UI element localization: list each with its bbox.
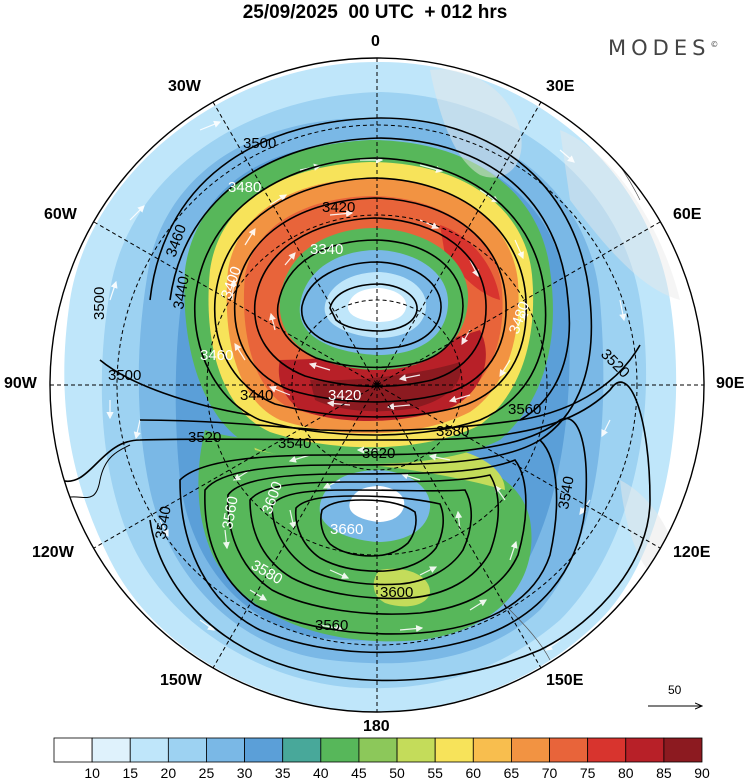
colorbar-tick-label: 20 <box>160 765 177 781</box>
wind-vectors <box>106 120 627 651</box>
lon-label-180: 180 <box>363 718 390 735</box>
colorbar-box <box>282 737 322 763</box>
lon-label-60e: 60E <box>673 206 702 223</box>
colorbar-box <box>434 737 474 763</box>
colorbar-box <box>472 737 512 763</box>
contour-label: 3420 <box>328 387 361 404</box>
contour-label: 3560 <box>315 617 348 634</box>
shade-s-inner-15 <box>349 486 405 522</box>
colorbar-tick-label: 90 <box>694 765 710 781</box>
map-title: 25/09/2025 00 UTC + 012 hrs <box>242 2 508 23</box>
contour-label: 3500 <box>91 287 108 320</box>
contour-label: 3500 <box>108 367 141 384</box>
colorbar-box <box>549 737 589 763</box>
colorbar <box>53 737 703 763</box>
colorbar-box <box>91 737 131 763</box>
map-frame <box>49 57 705 713</box>
colorbar-box <box>511 737 550 763</box>
contour-label: 3440 <box>170 275 193 311</box>
colorbar-box <box>358 737 398 763</box>
contour-label: 3620 <box>362 445 395 462</box>
colorbar-tick-label: 55 <box>427 765 443 781</box>
lon-label-30w: 30W <box>168 78 201 95</box>
colorbar-tick-label: 75 <box>579 765 596 781</box>
colorbar-box <box>320 737 360 763</box>
colorbar-tick-label: 10 <box>84 765 100 781</box>
lon-label-90w: 90W <box>4 375 37 392</box>
pole-marker <box>374 382 380 388</box>
geopotential-contours <box>59 117 651 682</box>
contour-label: 3500 <box>243 135 276 152</box>
colorbar-tick-label: 40 <box>313 765 329 781</box>
contour-label: 3540 <box>152 505 175 541</box>
graticule <box>50 58 704 712</box>
lon-label-0: 0 <box>371 33 380 50</box>
colorbar-tick-label: 15 <box>122 765 139 781</box>
lon-label-150w: 150W <box>160 672 202 689</box>
contour-label: 3420 <box>322 199 355 216</box>
landmass-greenland <box>430 69 522 178</box>
contour-label: 3600 <box>380 584 413 601</box>
contour-label: 3340 <box>310 241 343 258</box>
colorbar-box <box>663 737 703 763</box>
colorbar-box <box>587 737 627 763</box>
lon-label-120e: 120E <box>673 544 711 561</box>
contour-label: 3540 <box>278 435 311 452</box>
colorbar-tick-label: 35 <box>274 765 291 781</box>
lon-label-120w: 120W <box>32 544 74 561</box>
contour-label-group: 3500 3480 3420 3460 3340 3400 3440 3500 … <box>91 135 633 634</box>
colorbar-box <box>129 737 169 763</box>
colorbar-tick-label: 70 <box>541 765 558 781</box>
colorbar-tick-label: 65 <box>503 765 520 781</box>
colorbar-box <box>53 737 93 763</box>
lon-label-30e: 30E <box>546 78 575 95</box>
lon-label-60w: 60W <box>44 206 77 223</box>
colorbar-box <box>167 737 207 763</box>
colorbar-tick-label: 80 <box>617 765 634 781</box>
contour-label: 3580 <box>436 423 469 440</box>
reference-vector-label: 50 <box>668 683 682 697</box>
lon-label-90e: 90E <box>716 375 745 392</box>
contour-label: 3560 <box>508 401 541 418</box>
colorbar-tick-label: 60 <box>465 765 482 781</box>
contour-label: 3660 <box>330 521 363 538</box>
brand-logo: MODES© <box>608 36 719 60</box>
colorbar-tick-label: 45 <box>351 765 367 781</box>
colorbar-tick-label: 25 <box>198 765 215 781</box>
lon-label-150e: 150E <box>546 672 584 689</box>
colorbar-tick-label: 85 <box>656 765 672 781</box>
contour-label: 3520 <box>188 429 221 446</box>
contour-label: 3440 <box>240 387 273 404</box>
colorbar-box <box>206 737 245 763</box>
contour-label: 3560 <box>219 495 242 531</box>
colorbar-box <box>244 737 284 763</box>
contour-label: 3460 <box>200 347 233 364</box>
contour-label: 3540 <box>555 475 578 511</box>
landmass-asia <box>560 130 680 300</box>
contour-label: 3480 <box>228 179 261 196</box>
colorbar-box <box>396 737 436 763</box>
colorbar-tick-label: 50 <box>389 765 405 781</box>
colorbar-box <box>625 737 665 763</box>
colorbar-tick-label: 30 <box>236 765 253 781</box>
